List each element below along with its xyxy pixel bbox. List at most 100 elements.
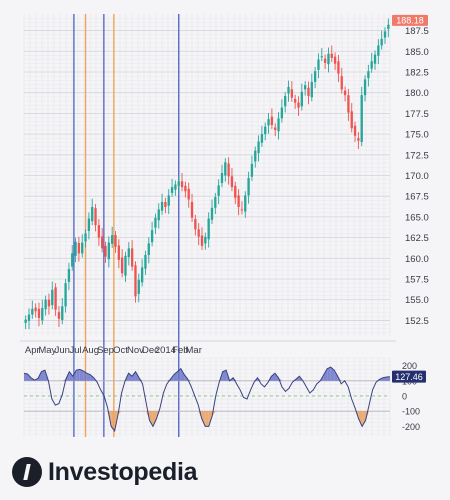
y-tick-label: 162.5 [405,233,429,244]
cci-overbought-fill [222,370,227,381]
candle-body [207,218,210,240]
vertical-lines-layer [73,14,180,437]
candle-body [164,202,167,207]
candle-body [363,79,367,96]
y-tick-label: 167.5 [405,192,429,203]
candle-body [71,253,74,267]
candle-body [180,181,184,188]
cci-oversold-fill [362,411,366,427]
candle-body [340,76,343,90]
candle-body [97,225,101,238]
candle-body [300,91,303,107]
y-tick-label: 182.5 [405,67,429,78]
candle-body [147,243,150,256]
candle-body [287,86,290,94]
x-tick-label: Sep [97,345,114,356]
candle-body [101,236,104,249]
candle-body [41,308,44,321]
y-tick-label: 185.0 [405,47,429,58]
cci-value-label: 127.46 [395,372,423,382]
candle-body [250,163,254,177]
x-tick-label: Oct [113,345,128,356]
candle-body [57,312,61,319]
cci-overbought-fill [323,368,328,381]
candle-body [74,241,77,256]
candle-body [290,89,294,98]
candle-body [130,248,134,267]
cci-overbought-fill [132,371,136,381]
cci-overbought-fill [271,373,275,381]
cci-overbought-fill [69,371,73,381]
cci-oversold-fill [111,411,115,431]
cci-overbought-fill [386,376,390,381]
cci-oversold-fill [365,411,370,421]
cci-overbought-fill [72,370,77,381]
candle-body [217,185,220,196]
candle-body [150,230,154,243]
candle-body [360,95,363,142]
cci-overbought-fill [76,369,80,381]
x-tick-label: Dec [142,345,159,356]
cci-line [23,366,391,433]
candle-body [224,162,227,176]
candle-body [383,31,387,38]
y-tick-label: 177.5 [405,109,429,120]
candle-body [170,187,174,193]
candle-body [140,267,144,283]
candle-body [154,217,157,228]
cci-oversold-fill [198,411,202,419]
candle-body [214,197,217,208]
cci-overbought-fill [327,367,331,381]
y-tick-label: 180.0 [405,88,429,99]
candle-body [240,209,244,211]
x-tick-label: Jun [55,345,70,356]
brand-name: Investopedia [48,457,198,486]
candle-body [120,257,124,274]
candle-body [227,163,230,177]
candle-body [177,181,180,186]
y-tick-label: 152.5 [405,316,429,327]
candle-body [254,150,257,162]
cci-y-tick-label: 200 [402,361,417,371]
cci-overbought-fill [330,367,335,381]
cci-oversold-fill [358,411,363,427]
cci-overbought-fill [173,371,178,381]
x-tick-label: Jul [69,345,81,356]
candle-body [87,218,91,231]
candle-body [244,195,247,212]
cci-overbought-fill [337,376,342,381]
cci-y-tick-label: -200 [402,422,420,432]
candle-body [187,188,190,200]
candle-body [347,95,350,113]
candle-body [160,202,164,211]
y-tick-label: 175.0 [405,130,429,141]
candle-body [307,87,310,96]
candle-body [323,58,327,63]
x-tick-label: Apr [25,345,40,356]
cci-oversold-fill [149,411,153,427]
cci-overbought-fill [27,373,31,381]
candle-body [204,236,207,244]
candle-body [357,138,360,141]
cci-y-tick-label: 0 [402,391,407,401]
candle-body [264,126,267,135]
cci-overbought-fill [254,377,258,381]
y-tick-label: 172.5 [405,150,429,161]
candle-body [237,195,240,207]
y-tick-label: 155.0 [405,295,429,306]
cci-layer [23,366,391,433]
candle-body [67,269,71,282]
y-tick-label: 187.5 [405,26,429,37]
candle-body [144,255,147,269]
candle-body [64,283,67,307]
candle-body [124,255,127,276]
candle-body [220,173,224,183]
investopedia-logo-icon [12,457,42,487]
candle-body [111,235,114,244]
x-tick-label: Mar [186,345,202,356]
candle-body [34,307,37,312]
candle-body [94,208,97,226]
candle-body [61,306,64,321]
candle-body [91,206,94,222]
